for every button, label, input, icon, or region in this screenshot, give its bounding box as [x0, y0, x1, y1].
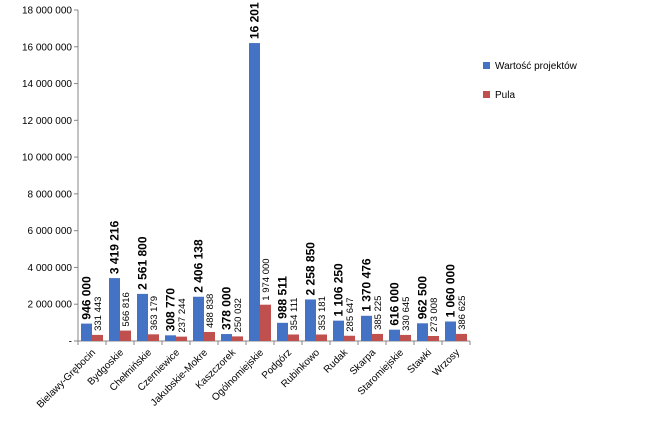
bar-wartosc-projektow [137, 293, 148, 341]
bar-pula [428, 335, 439, 341]
y-tick-label: 4 000 000 [28, 263, 73, 274]
data-label-wartosc: 616 000 [388, 282, 402, 326]
data-label-wartosc: 1 370 476 [360, 258, 374, 312]
y-tick-label: 8 000 000 [28, 189, 73, 200]
data-label-wartosc: 988 511 [276, 276, 290, 319]
legend-label-wartosc: Wartość projektów [495, 61, 578, 72]
bar-pula [456, 333, 467, 341]
bar-wartosc-projektow [417, 323, 428, 341]
data-label-wartosc: 2 561 800 [136, 236, 150, 290]
bar-pula [92, 334, 103, 341]
data-label-pula: 285 647 [345, 297, 356, 331]
category-label: Ogólnomiejskie [210, 347, 266, 403]
y-tick-label: 12 000 000 [22, 116, 72, 127]
category-label: Stawki [406, 347, 435, 376]
category-label: Rudak [322, 347, 351, 376]
bar-wartosc-projektow [277, 322, 288, 341]
bar-pula [288, 334, 299, 341]
data-label-pula: 353 181 [317, 296, 328, 330]
data-label-pula: 354 111 [289, 298, 300, 331]
bar-pula [232, 336, 243, 341]
y-tick-label: 10 000 000 [22, 153, 72, 164]
data-label-pula: 250 032 [233, 298, 244, 332]
bar-pula [316, 334, 327, 341]
bar-pula [344, 335, 355, 341]
data-label-wartosc: 1 060 000 [444, 264, 458, 318]
data-label-pula: 566 816 [121, 292, 132, 326]
data-label-wartosc: 2 258 850 [304, 242, 318, 296]
category-label: Wrzosy [431, 347, 462, 378]
bar-wartosc-projektow [221, 334, 232, 341]
bar-pula [120, 330, 131, 341]
data-label-wartosc: 946 000 [80, 276, 94, 320]
data-label-wartosc: 308 770 [164, 288, 178, 332]
data-label-pula: 363 179 [149, 296, 160, 330]
bar-wartosc-projektow [165, 335, 176, 341]
bar-wartosc-projektow [389, 329, 400, 341]
bar-pula [372, 333, 383, 341]
legend-swatch-pula [483, 91, 490, 98]
data-label-pula: 273 008 [429, 298, 440, 332]
data-label-wartosc: 378 000 [220, 286, 234, 330]
data-label-pula: 1 974 000 [261, 258, 272, 300]
data-label-pula: 385 225 [373, 296, 384, 330]
y-tick-label: - [69, 337, 72, 348]
data-label-pula: 237 244 [177, 298, 188, 332]
y-tick-label: 6 000 000 [28, 226, 73, 237]
y-tick-label: 14 000 000 [22, 79, 72, 90]
legend-label-pula: Pula [495, 90, 515, 101]
bar-wartosc-projektow [361, 315, 372, 341]
bar-wartosc-projektow [333, 320, 344, 341]
y-tick-label: 2 000 000 [28, 300, 73, 311]
bar-wartosc-projektow [81, 323, 92, 341]
data-label-wartosc: 16 201 175 [248, 0, 262, 39]
bar-pula [176, 336, 187, 341]
data-label-pula: 488 838 [205, 294, 216, 328]
bar-pula [204, 332, 215, 341]
data-label-wartosc: 2 406 138 [192, 239, 206, 293]
bar-wartosc-projektow [305, 299, 316, 341]
legend-swatch-wartosc [483, 62, 490, 69]
data-label-wartosc: 3 419 216 [108, 220, 122, 274]
bar-pula [400, 334, 411, 341]
y-tick-label: 16 000 000 [22, 42, 72, 53]
bar-wartosc-projektow [445, 321, 456, 341]
data-label-pula: 386 625 [457, 296, 468, 330]
y-tick-label: 18 000 000 [22, 6, 72, 17]
bar-wartosc-projektow [109, 278, 120, 341]
data-label-wartosc: 962 500 [416, 276, 430, 320]
bar-wartosc-projektow [249, 43, 260, 341]
data-label-wartosc: 1 106 250 [332, 263, 346, 317]
data-label-pula: 330 645 [401, 297, 412, 331]
bar-wartosc-projektow [193, 296, 204, 341]
data-label-pula: 331 443 [93, 297, 104, 331]
bar-pula [260, 304, 271, 341]
bar-pula [148, 334, 159, 341]
